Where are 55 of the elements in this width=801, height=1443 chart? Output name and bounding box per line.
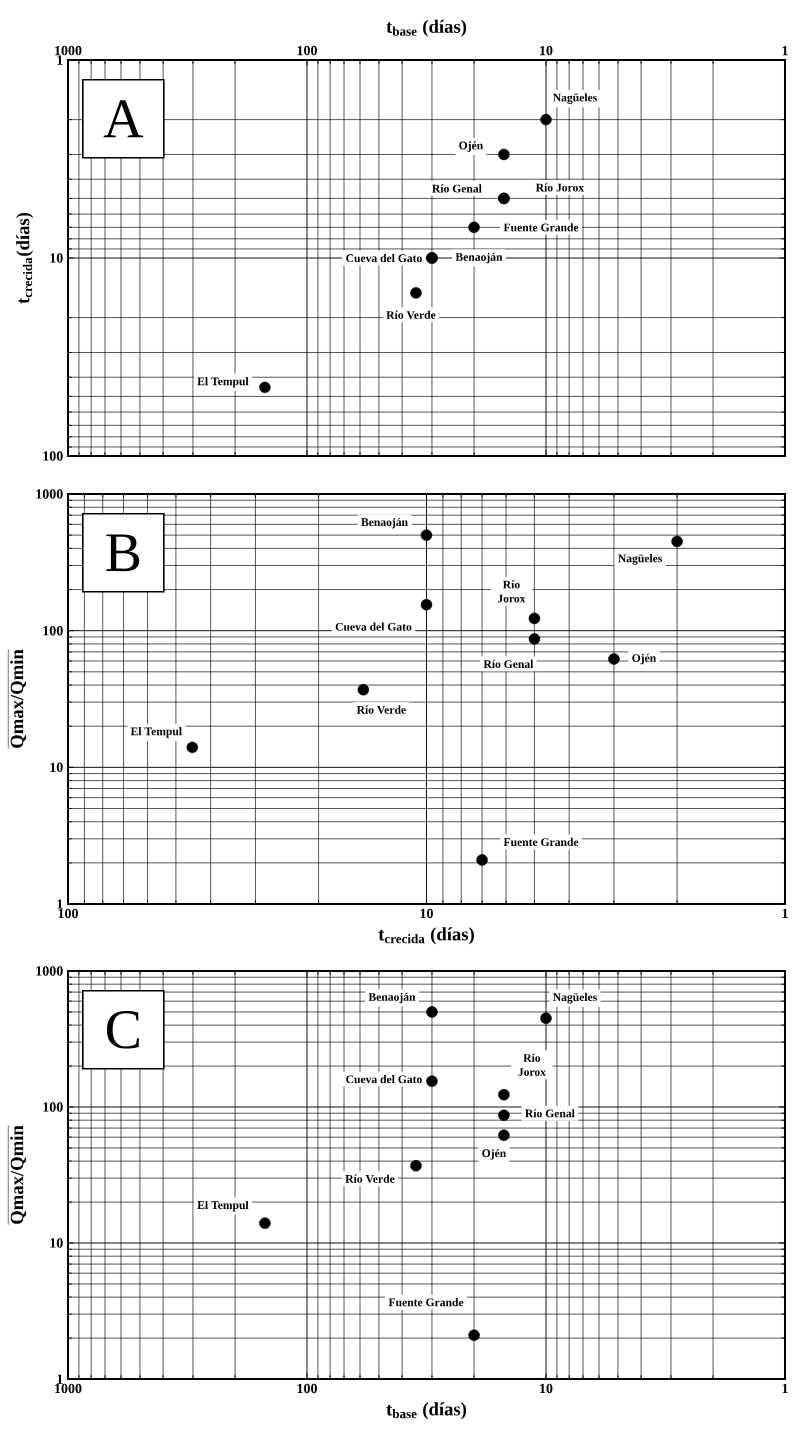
x-axis-title: t$_{crecida}$ (días) bbox=[378, 927, 474, 945]
annotation: Río Jorox bbox=[497, 580, 526, 603]
y-tick-label: 1000 bbox=[36, 489, 63, 499]
annotation: Fuente Grande bbox=[503, 837, 579, 847]
y-tick-label: 1 bbox=[57, 899, 63, 909]
x-tick-label: 1 bbox=[782, 908, 788, 918]
annotation: Cueva del Gato bbox=[346, 253, 422, 263]
text: C bbox=[106, 1011, 139, 1049]
annotation: El Tempul bbox=[130, 727, 182, 738]
annotation: Benaoján bbox=[455, 252, 503, 264]
y-axis-title: Qmax/Qmin bbox=[10, 1125, 27, 1224]
x-tick-label: 1 bbox=[782, 46, 788, 56]
x-tick-label: 1 bbox=[782, 1383, 788, 1393]
annotation: Río Genal bbox=[432, 184, 482, 193]
x-tick-label: 100 bbox=[297, 1383, 317, 1394]
annotation: Río Verde bbox=[356, 705, 406, 714]
annotation: Cueva del Gato bbox=[335, 622, 412, 631]
annotation: Cueva del Gato bbox=[346, 1075, 422, 1084]
y-tick-label: 10 bbox=[50, 1238, 63, 1248]
y-tick-label: 1000 bbox=[36, 966, 63, 976]
annotation: Río Jorox bbox=[518, 1053, 546, 1076]
annotation: Benaoján bbox=[368, 992, 416, 1004]
y-axis-title: t$_{crecida}$(días) bbox=[16, 212, 34, 304]
annotation: Fuente Grande bbox=[503, 223, 579, 232]
x-tick-label: 10 bbox=[540, 45, 553, 56]
y-tick-label: 1 bbox=[57, 55, 63, 65]
text: B bbox=[106, 534, 140, 572]
annotation: Benaoján bbox=[361, 517, 408, 529]
annotation: Ojén bbox=[459, 141, 483, 152]
annotation: Río Genal bbox=[483, 659, 534, 669]
y-tick-label: 100 bbox=[43, 625, 63, 636]
annotation: Ojén bbox=[632, 653, 657, 665]
x-axis-title: t$_{base}$ (días) bbox=[386, 19, 467, 37]
x-tick-label: 10 bbox=[540, 1383, 553, 1394]
annotation: Río Verde bbox=[386, 310, 436, 319]
annotation: Río Genal bbox=[525, 1109, 575, 1118]
y-tick-label: 10 bbox=[50, 762, 63, 773]
y-axis-title: Qmax/Qmin bbox=[10, 649, 27, 748]
annotation: El Tempul bbox=[197, 1200, 249, 1212]
annotation: Río Verde bbox=[345, 1174, 395, 1183]
annotation: Río Jorox bbox=[535, 183, 585, 192]
y-tick-label: 100 bbox=[43, 1102, 63, 1112]
y-tick-label: 100 bbox=[43, 451, 63, 461]
annotation: El Tempul bbox=[197, 377, 249, 388]
y-tick-label: 10 bbox=[50, 253, 63, 263]
x-tick-label: 10 bbox=[420, 908, 433, 919]
annotation: Fuente Grande bbox=[388, 1298, 464, 1307]
annotation: Ojén bbox=[482, 1148, 506, 1160]
y-tick-label: 1 bbox=[57, 1374, 63, 1384]
text: A bbox=[103, 100, 144, 138]
annotation: Nagüeles bbox=[552, 992, 597, 1004]
x-axis-title: t$_{base}$ (días) bbox=[386, 1402, 467, 1420]
annotation: Nagüeles bbox=[552, 93, 597, 104]
annotation: Nagüeles bbox=[618, 554, 663, 565]
x-tick-label: 100 bbox=[297, 45, 317, 56]
